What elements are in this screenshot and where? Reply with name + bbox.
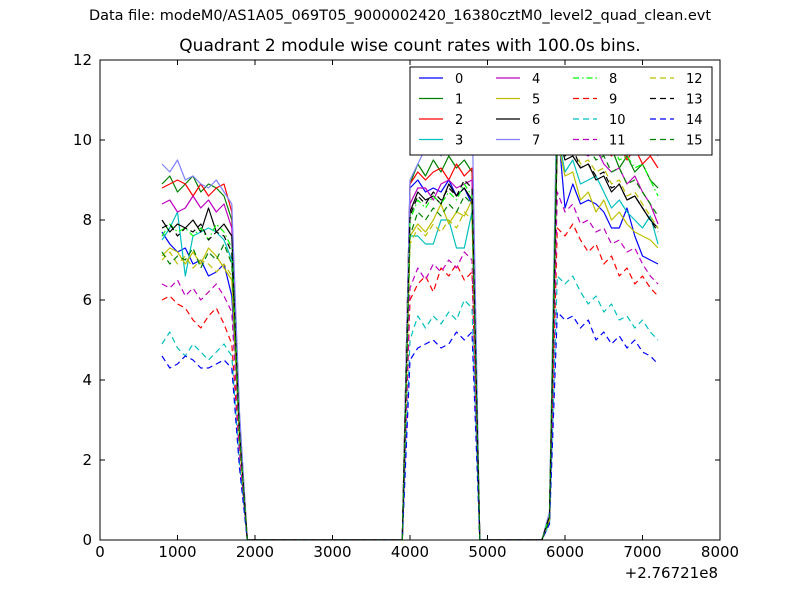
legend-label-15: 15 bbox=[686, 134, 703, 149]
y-tick-label: 8 bbox=[82, 211, 92, 229]
series-line-5 bbox=[161, 139, 659, 540]
series-line-11 bbox=[161, 191, 659, 540]
legend-label-0: 0 bbox=[455, 72, 463, 87]
series-line-4 bbox=[161, 139, 659, 540]
x-tick-label: 7000 bbox=[623, 543, 661, 561]
x-tick-label: 0 bbox=[95, 543, 105, 561]
legend-label-6: 6 bbox=[532, 113, 540, 128]
x-tick-label: 4000 bbox=[391, 543, 429, 561]
series-line-12 bbox=[161, 127, 659, 540]
x-axis-offset-label: +2.76721e8 bbox=[625, 564, 718, 582]
legend-label-14: 14 bbox=[686, 113, 703, 128]
legend-label-1: 1 bbox=[455, 93, 463, 108]
x-tick-label: 1000 bbox=[158, 543, 196, 561]
x-tick-label: 3000 bbox=[313, 543, 351, 561]
legend-box bbox=[409, 66, 713, 156]
legend-label-11: 11 bbox=[609, 134, 626, 149]
series-line-13 bbox=[161, 135, 659, 540]
legend-label-4: 4 bbox=[532, 72, 540, 87]
legend-label-9: 9 bbox=[609, 93, 617, 108]
series-line-15 bbox=[161, 115, 659, 540]
x-tick-label: 8000 bbox=[701, 543, 739, 561]
series-line-14 bbox=[161, 311, 659, 540]
legend-label-7: 7 bbox=[532, 134, 540, 149]
x-tick-label: 5000 bbox=[468, 543, 506, 561]
y-tick-label: 4 bbox=[82, 371, 92, 389]
legend-label-5: 5 bbox=[532, 93, 540, 108]
y-tick-label: 6 bbox=[82, 291, 92, 309]
x-tick-label: 2000 bbox=[236, 543, 274, 561]
legend-label-3: 3 bbox=[455, 134, 463, 149]
legend-label-8: 8 bbox=[609, 72, 617, 87]
series-line-9 bbox=[161, 223, 659, 540]
y-tick-label: 10 bbox=[73, 131, 92, 149]
legend-label-13: 13 bbox=[686, 93, 703, 108]
y-tick-label: 12 bbox=[73, 51, 92, 69]
legend-label-12: 12 bbox=[686, 72, 703, 87]
x-tick-label: 6000 bbox=[546, 543, 584, 561]
series-line-10 bbox=[161, 275, 659, 540]
legend-label-10: 10 bbox=[609, 113, 626, 128]
figure-suptitle: Data file: modeM0/AS1A05_069T05_90000024… bbox=[88, 8, 712, 24]
series-line-6 bbox=[161, 131, 659, 540]
y-tick-label: 2 bbox=[82, 451, 92, 469]
chart-title: Quadrant 2 module wise count rates with … bbox=[179, 36, 641, 56]
axes-layer: 0 1000 2000 3000 4000 5000 6000 7000 80000246810… bbox=[73, 51, 739, 561]
legend-label-2: 2 bbox=[455, 113, 463, 128]
y-tick-label: 0 bbox=[82, 531, 92, 549]
